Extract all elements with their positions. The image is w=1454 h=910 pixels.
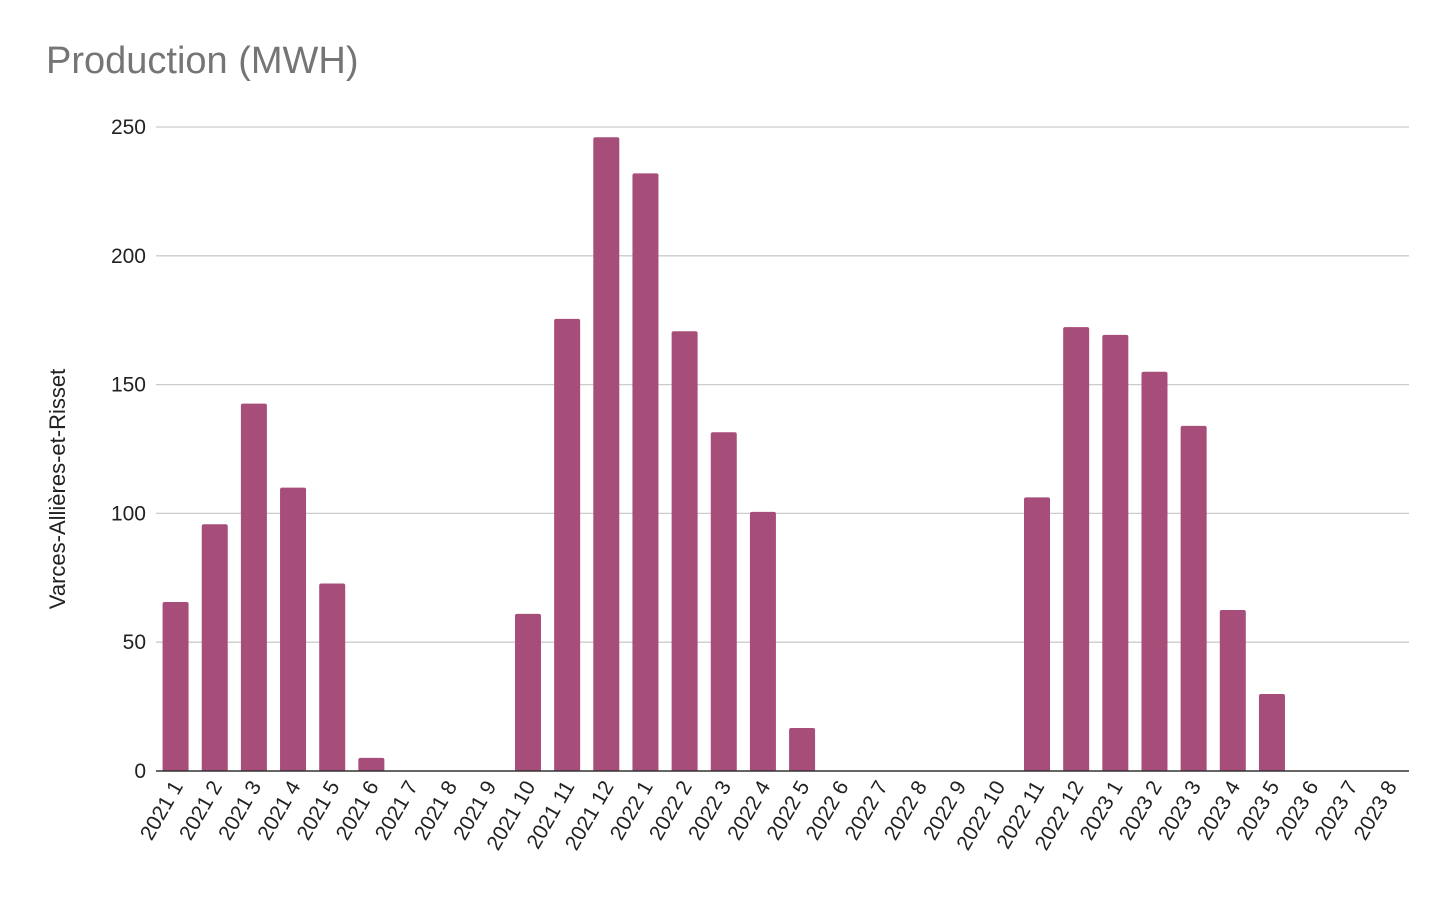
bars xyxy=(162,137,1285,772)
bar xyxy=(710,432,737,771)
chart-title: Production (MWH) xyxy=(46,40,359,82)
bar xyxy=(319,583,346,771)
bar xyxy=(1258,693,1285,771)
y-tick-label: 250 xyxy=(111,116,146,139)
bar xyxy=(671,331,698,771)
bar xyxy=(1102,334,1129,771)
y-tick-label: 100 xyxy=(111,502,146,525)
bar xyxy=(632,173,659,772)
bar xyxy=(593,137,620,771)
y-tick-label: 150 xyxy=(111,374,146,397)
bar xyxy=(1180,425,1207,771)
y-tick-label: 0 xyxy=(134,760,146,783)
bar xyxy=(789,727,816,771)
bar xyxy=(201,524,228,771)
bar xyxy=(240,403,267,771)
bar xyxy=(1141,371,1168,771)
y-tick-label: 200 xyxy=(111,245,146,268)
bar xyxy=(514,613,541,771)
y-axis-ticks: 0 50 100 150 200 250 xyxy=(111,116,146,783)
bar xyxy=(1219,610,1246,771)
bar xyxy=(749,511,776,771)
bar xyxy=(280,487,307,771)
bar xyxy=(554,318,581,771)
y-axis-title: Varces-Allières-et-Risset xyxy=(45,369,70,609)
gridlines xyxy=(156,126,1409,643)
y-tick-label: 50 xyxy=(123,631,146,654)
bar xyxy=(1063,327,1090,771)
bar xyxy=(358,757,385,771)
bar xyxy=(162,602,189,771)
bar xyxy=(1024,497,1051,771)
